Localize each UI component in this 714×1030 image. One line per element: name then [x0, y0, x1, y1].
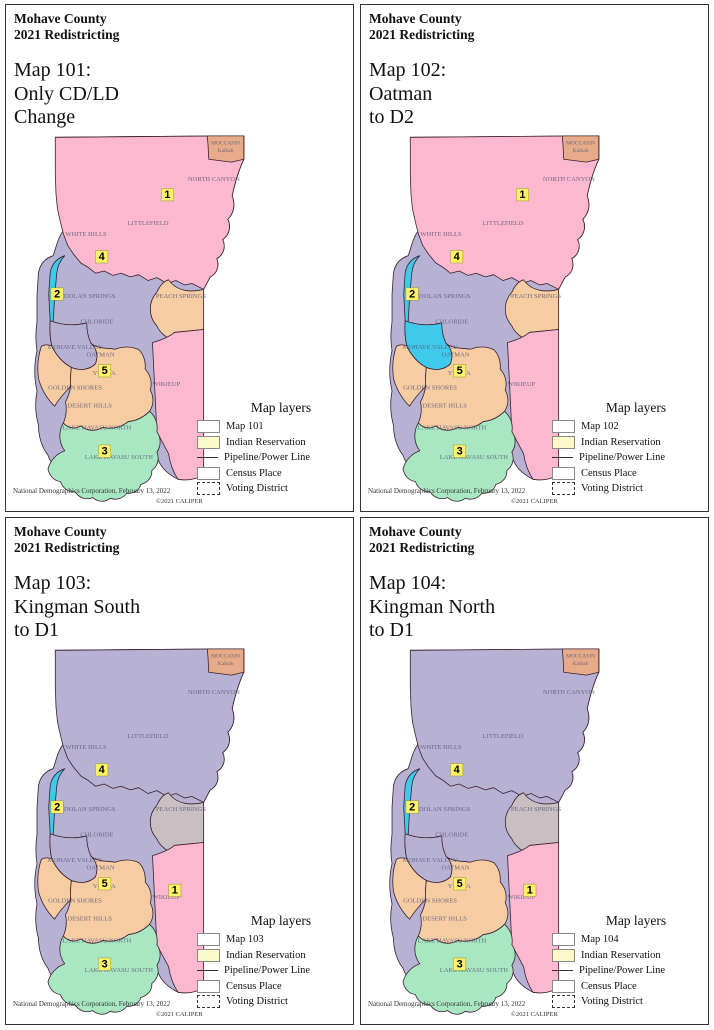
svg-text:MOHAVE VALLEY: MOHAVE VALLEY [48, 857, 103, 864]
svg-text:GOLDEN SHORES: GOLDEN SHORES [403, 384, 457, 391]
svg-text:CHLORIDE: CHLORIDE [435, 319, 468, 326]
svg-text:Kaibab: Kaibab [573, 661, 589, 667]
svg-text:LAKE HAVASU SOUTH: LAKE HAVASU SOUTH [85, 967, 154, 974]
svg-text:LAKE HAVASU NORTH: LAKE HAVASU NORTH [418, 425, 487, 432]
svg-text:LAKE HAVASU SOUTH: LAKE HAVASU SOUTH [85, 454, 154, 461]
svg-text:5: 5 [102, 878, 108, 890]
svg-text:OATMAN: OATMAN [442, 352, 470, 359]
svg-text:1: 1 [172, 885, 178, 897]
svg-text:DESERT HILLS: DESERT HILLS [67, 403, 112, 410]
svg-text:5: 5 [457, 365, 463, 377]
svg-text:LAKE HAVASU NORTH: LAKE HAVASU NORTH [63, 425, 132, 432]
svg-text:MOCCASIN: MOCCASIN [566, 141, 595, 147]
svg-text:1: 1 [519, 189, 525, 201]
svg-text:PEACH SPRINGS: PEACH SPRINGS [511, 293, 561, 300]
svg-text:GOLDEN SHORES: GOLDEN SHORES [403, 897, 457, 904]
svg-text:4: 4 [454, 251, 461, 263]
svg-text:WIKIEUP: WIKIEUP [508, 381, 536, 388]
svg-text:MOHAVE VALLEY: MOHAVE VALLEY [403, 344, 458, 351]
svg-text:Kaibab: Kaibab [218, 661, 234, 667]
svg-text:WHITE HILLS: WHITE HILLS [65, 744, 107, 751]
svg-text:MOHAVE VALLEY: MOHAVE VALLEY [48, 344, 103, 351]
svg-text:PEACH SPRINGS: PEACH SPRINGS [156, 806, 206, 813]
svg-text:NORTH CANYON: NORTH CANYON [543, 176, 595, 183]
svg-text:MOCCASIN: MOCCASIN [211, 654, 240, 660]
svg-text:Kaibab: Kaibab [573, 148, 589, 154]
svg-text:LAKE HAVASU SOUTH: LAKE HAVASU SOUTH [440, 967, 509, 974]
svg-text:NORTH CANYON: NORTH CANYON [188, 689, 240, 696]
svg-text:LAKE HAVASU NORTH: LAKE HAVASU NORTH [418, 938, 487, 945]
svg-text:CHLORIDE: CHLORIDE [80, 319, 113, 326]
svg-text:Kaibab: Kaibab [218, 148, 234, 154]
svg-text:GOLDEN SHORES: GOLDEN SHORES [48, 384, 102, 391]
svg-text:2: 2 [54, 801, 60, 813]
svg-text:4: 4 [99, 251, 106, 263]
svg-text:LAKE HAVASU SOUTH: LAKE HAVASU SOUTH [440, 454, 509, 461]
svg-text:DOLAN SPRINGS: DOLAN SPRINGS [419, 293, 471, 300]
svg-text:DOLAN SPRINGS: DOLAN SPRINGS [64, 806, 116, 813]
svg-text:WIKIEUP: WIKIEUP [153, 381, 181, 388]
svg-text:DOLAN SPRINGS: DOLAN SPRINGS [64, 293, 116, 300]
svg-text:NORTH CANYON: NORTH CANYON [188, 176, 240, 183]
svg-text:PEACH SPRINGS: PEACH SPRINGS [156, 293, 206, 300]
svg-text:DESERT HILLS: DESERT HILLS [67, 916, 112, 923]
svg-text:OATMAN: OATMAN [87, 865, 115, 872]
svg-text:4: 4 [99, 764, 106, 776]
svg-text:MOCCASIN: MOCCASIN [566, 654, 595, 660]
svg-text:GOLDEN SHORES: GOLDEN SHORES [48, 897, 102, 904]
svg-text:WHITE HILLS: WHITE HILLS [420, 744, 462, 751]
svg-text:MOHAVE VALLEY: MOHAVE VALLEY [403, 857, 458, 864]
svg-text:OATMAN: OATMAN [442, 865, 470, 872]
svg-text:CHLORIDE: CHLORIDE [435, 832, 468, 839]
svg-text:2: 2 [409, 801, 415, 813]
svg-text:OATMAN: OATMAN [87, 352, 115, 359]
svg-text:3: 3 [102, 445, 108, 457]
svg-text:DESERT HILLS: DESERT HILLS [422, 916, 467, 923]
svg-text:DESERT HILLS: DESERT HILLS [422, 403, 467, 410]
svg-text:2: 2 [409, 288, 415, 300]
svg-text:3: 3 [102, 958, 108, 970]
svg-text:1: 1 [527, 885, 533, 897]
svg-text:NORTH CANYON: NORTH CANYON [543, 689, 595, 696]
svg-text:3: 3 [457, 445, 463, 457]
svg-text:2: 2 [54, 288, 60, 300]
svg-text:PEACH SPRINGS: PEACH SPRINGS [511, 806, 561, 813]
svg-text:LITTLEFIELD: LITTLEFIELD [483, 220, 524, 227]
svg-text:LITTLEFIELD: LITTLEFIELD [128, 733, 169, 740]
svg-text:LITTLEFIELD: LITTLEFIELD [128, 220, 169, 227]
svg-text:1: 1 [164, 189, 170, 201]
svg-text:CHLORIDE: CHLORIDE [80, 832, 113, 839]
svg-text:DOLAN SPRINGS: DOLAN SPRINGS [419, 806, 471, 813]
svg-text:LAKE HAVASU NORTH: LAKE HAVASU NORTH [63, 938, 132, 945]
svg-text:MOCCASIN: MOCCASIN [211, 141, 240, 147]
svg-text:4: 4 [454, 764, 461, 776]
svg-text:LITTLEFIELD: LITTLEFIELD [483, 733, 524, 740]
svg-text:5: 5 [102, 365, 108, 377]
svg-text:5: 5 [457, 878, 463, 890]
svg-text:WHITE HILLS: WHITE HILLS [65, 231, 107, 238]
svg-text:WHITE HILLS: WHITE HILLS [420, 231, 462, 238]
svg-text:3: 3 [457, 958, 463, 970]
